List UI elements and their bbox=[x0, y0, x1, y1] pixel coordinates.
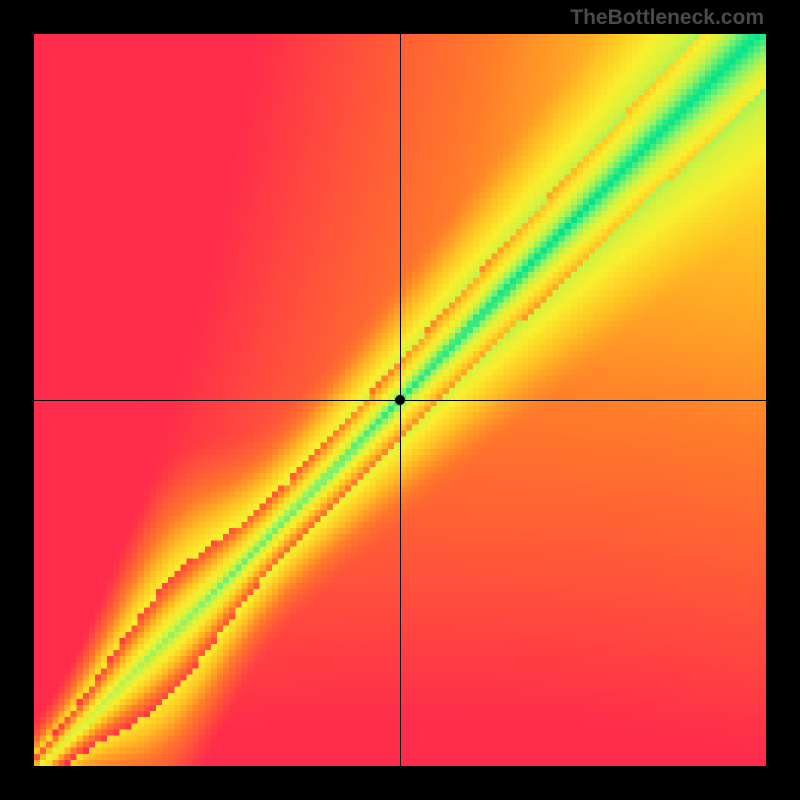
chart-container: TheBottleneck.com bbox=[0, 0, 800, 800]
crosshair-marker bbox=[395, 395, 405, 405]
watermark-text: TheBottleneck.com bbox=[570, 6, 764, 30]
